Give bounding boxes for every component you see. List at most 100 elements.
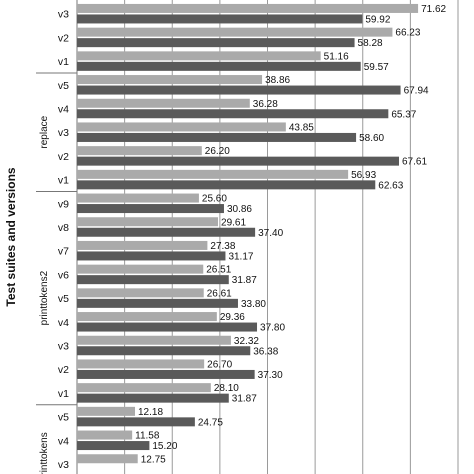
bar-series-b [77, 204, 224, 214]
bar-series-a [77, 335, 231, 345]
bar-series-a [77, 217, 219, 227]
version-tick-label: v1 [58, 175, 69, 187]
data-label: 11.58 [135, 431, 160, 442]
bar-series-a [77, 430, 133, 440]
bar-series-a [77, 406, 136, 416]
data-label: 56.93 [351, 170, 376, 181]
bar-series-b [77, 227, 256, 237]
data-label: 15.20 [152, 441, 177, 452]
bar-series-b [77, 322, 258, 332]
bar-series-b [77, 369, 255, 379]
data-label: 26.61 [207, 288, 232, 299]
labels: 64.83 v4 71.62 59.92 v3 66.23 58.28 v2 51.16 59.5… [39, 0, 447, 474]
version-tick-label: v1 [58, 56, 69, 68]
data-label: 37.80 [260, 323, 285, 334]
data-label: 59.92 [365, 14, 390, 25]
data-label: 29.61 [221, 217, 246, 228]
data-label: 36.38 [253, 346, 278, 357]
bar-series-b [77, 109, 389, 119]
data-label: 33.80 [241, 299, 266, 310]
bar-series-a [77, 240, 208, 250]
data-label: 67.94 [404, 86, 429, 97]
data-label: 43.85 [289, 122, 314, 133]
data-label: 71.62 [421, 4, 446, 15]
data-label: 37.30 [258, 370, 283, 381]
data-label: 64.83 [389, 0, 414, 2]
bar-series-b [77, 346, 251, 356]
data-label: 26.70 [207, 359, 232, 370]
data-label: 26.51 [206, 265, 231, 276]
data-label: 62.63 [378, 180, 403, 191]
bar-series-a [77, 51, 321, 61]
bar-series-b [77, 14, 363, 24]
data-label: 24.75 [198, 417, 223, 428]
version-tick-label: v1 [58, 388, 69, 400]
group-label: printtokens [39, 432, 50, 474]
version-tick-label: v2 [58, 364, 69, 376]
data-label: 58.60 [359, 133, 384, 144]
bar-series-a [77, 3, 419, 13]
bar-series-b [77, 393, 229, 403]
bar-series-a [77, 27, 393, 37]
bar-series-b [77, 180, 376, 190]
data-label: 51.16 [324, 51, 349, 62]
bar-series-a [77, 169, 349, 179]
bar-series-a [77, 264, 204, 274]
data-label: 26.20 [205, 146, 230, 157]
bar-series-b [77, 85, 401, 95]
bar-series-a [77, 75, 263, 85]
bar-series-a [77, 288, 204, 298]
bar-series-a [77, 312, 217, 322]
data-label: 66.23 [395, 28, 420, 39]
bars [77, 3, 419, 464]
data-label: 12.75 [141, 454, 166, 465]
data-label: 37.40 [258, 228, 283, 239]
data-label: 12.18 [138, 407, 163, 418]
bar-series-a [77, 193, 199, 203]
data-label: 28.10 [214, 383, 239, 394]
version-tick-label: v2 [58, 32, 69, 44]
version-tick-label: v3 [58, 341, 69, 353]
data-label: 31.87 [232, 394, 257, 405]
version-tick-label: v5 [58, 412, 69, 424]
bar-series-a [77, 359, 205, 369]
bar-series-b [77, 417, 195, 427]
bar-series-b [77, 38, 355, 48]
data-label: 38.86 [265, 75, 290, 86]
bar-series-a [77, 454, 138, 464]
data-label: 25.60 [202, 194, 227, 205]
bar-series-a [77, 122, 286, 132]
version-tick-label: v4 [58, 104, 69, 116]
data-label: 31.87 [232, 275, 257, 286]
data-label: 65.37 [391, 109, 416, 120]
group-label: replace [39, 115, 50, 148]
data-label: 29.36 [220, 312, 245, 323]
version-tick-label: v7 [58, 246, 69, 258]
version-tick-label: v2 [58, 151, 69, 163]
data-label: 32.32 [234, 336, 259, 347]
version-tick-label: v5 [58, 80, 69, 92]
group-label: printtokens2 [39, 270, 50, 325]
version-tick-label: v4 [58, 435, 69, 447]
data-label: 36.28 [253, 99, 278, 110]
bar-series-a [77, 383, 211, 393]
data-label: 30.86 [227, 204, 252, 215]
bar-series-b [77, 298, 238, 308]
data-label: 59.57 [364, 62, 389, 73]
bar-series-b [77, 251, 226, 261]
data-label: 27.38 [210, 241, 235, 252]
version-tick-label: v5 [58, 293, 69, 305]
data-label: 58.28 [358, 38, 383, 49]
y-axis-title: Test suites and versions [4, 167, 18, 306]
version-tick-label: v3 [58, 459, 69, 471]
version-tick-label: v4 [58, 317, 69, 329]
data-label: 31.17 [228, 251, 253, 262]
bar-series-b [77, 156, 399, 166]
bar-series-b [77, 441, 150, 451]
version-tick-label: v6 [58, 269, 69, 281]
bar-series-b [77, 132, 357, 142]
data-label: 67.61 [402, 157, 427, 168]
version-tick-label: v8 [58, 222, 69, 234]
bar-series-a [77, 146, 202, 156]
